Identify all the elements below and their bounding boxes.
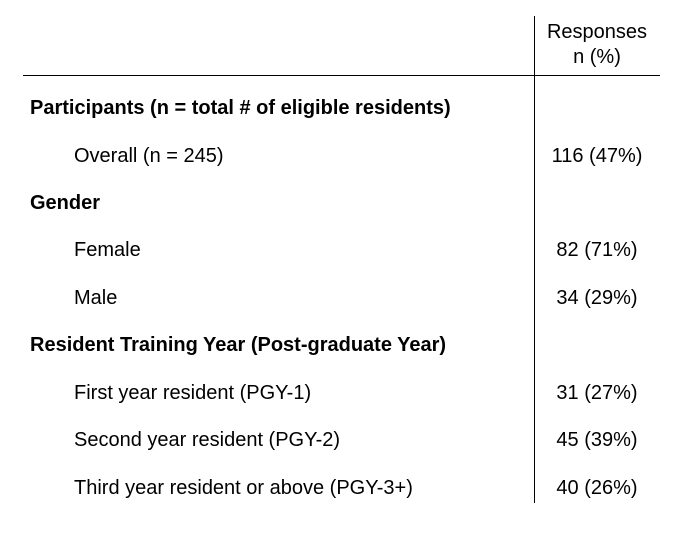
row-value: 82 (71%): [556, 239, 638, 261]
row-label: Female: [74, 239, 141, 261]
column-divider: [534, 16, 535, 503]
row-label: First year resident (PGY-1): [74, 382, 312, 404]
row-value: 40 (26%): [556, 477, 638, 499]
row-label: Resident Training Year (Post-graduate Ye…: [30, 334, 447, 356]
header-line-1: Responses: [546, 21, 648, 43]
section-row-participants: Participants (n = total # of eligible re…: [0, 93, 680, 123]
table-row-overall: Overall (n = 245) 116 (47%): [0, 141, 680, 171]
section-row-training-year: Resident Training Year (Post-graduate Ye…: [0, 330, 680, 360]
row-value: 34 (29%): [556, 287, 638, 309]
table-row-male: Male 34 (29%): [0, 283, 680, 313]
table-row-pgy3: Third year resident or above (PGY-3+) 40…: [0, 473, 680, 503]
row-value: 31 (27%): [556, 382, 638, 404]
row-value: 116 (47%): [551, 145, 643, 167]
row-label: Third year resident or above (PGY-3+): [74, 477, 413, 499]
row-label: Participants (n = total # of eligible re…: [30, 97, 451, 119]
table-row-pgy2: Second year resident (PGY-2) 45 (39%): [0, 425, 680, 455]
row-label: Second year resident (PGY-2): [74, 429, 341, 451]
row-value: 45 (39%): [556, 429, 638, 451]
responses-column-header: Responses n (%): [534, 20, 660, 70]
row-label: Gender: [30, 192, 101, 214]
row-label: Male: [74, 287, 118, 309]
section-row-gender: Gender: [0, 188, 680, 218]
header-line-2: n (%): [573, 46, 621, 68]
table-row-pgy1: First year resident (PGY-1) 31 (27%): [0, 378, 680, 408]
row-label: Overall (n = 245): [74, 145, 224, 167]
table-row-female: Female 82 (71%): [0, 235, 680, 265]
header-rule: [23, 75, 660, 76]
